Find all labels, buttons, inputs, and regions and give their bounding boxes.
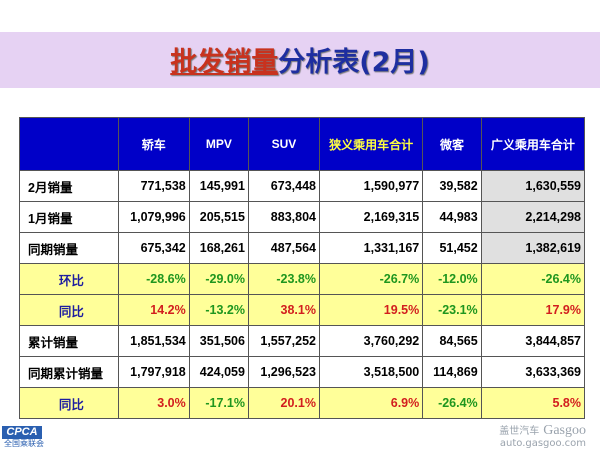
table-cell: 19.5% — [318, 294, 424, 326]
table-cell: 17.9% — [480, 294, 586, 326]
table-cell: 771,538 — [117, 170, 190, 202]
title-highlight: 批发销量 — [170, 47, 279, 78]
table-row: 同比 3.0% -17.1% 20.1% 6.9% -26.4% 5.8% — [19, 387, 586, 419]
column-header: 轿车 — [117, 117, 190, 171]
table-cell: -17.1% — [188, 387, 249, 419]
table-cell: 205,515 — [188, 201, 249, 233]
table-row: 1月销量 1,079,996 205,515 883,804 2,169,315 44,9… — [19, 201, 586, 233]
table-cell: -12.0% — [422, 263, 482, 295]
table-cell: 351,506 — [188, 325, 249, 357]
column-header: SUV — [247, 117, 320, 171]
row-label: 1月销量 — [19, 201, 119, 233]
table-cell: 114,869 — [422, 356, 482, 388]
column-header: 广义乘用车合计 — [480, 117, 586, 171]
table-cell: -26.4% — [480, 263, 586, 295]
sales-table: 轿车 MPV SUV 狭义乘用车合计 微客 广义乘用车合计 2月销量 771,538 145,9… — [19, 117, 586, 419]
table-cell: 1,382,619 — [480, 232, 586, 264]
row-label: 累计销量 — [19, 325, 119, 357]
table-cell: 675,342 — [117, 232, 190, 264]
page-title: 批发销量分析表(2月) — [0, 40, 600, 79]
table-cell: 1,296,523 — [247, 356, 320, 388]
table-cell: 1,797,918 — [117, 356, 190, 388]
table-cell: -26.4% — [422, 387, 482, 419]
header-row: 轿车 MPV SUV 狭义乘用车合计 微客 广义乘用车合计 — [19, 117, 586, 171]
row-label: 同比 — [19, 294, 119, 326]
table-cell: 20.1% — [247, 387, 320, 419]
table-row: 同期累计销量 1,797,918 424,059 1,296,523 3,518,500… — [19, 356, 586, 388]
gasgoo-cn: 盖世汽车 — [499, 426, 540, 437]
table-cell: 2,214,298 — [480, 201, 586, 233]
table-cell: 168,261 — [188, 232, 249, 264]
column-header: 狭义乘用车合计 — [318, 117, 424, 171]
table-row: 累计销量 1,851,534 351,506 1,557,252 3,760,292 84… — [19, 325, 586, 357]
table-cell: 145,991 — [188, 170, 249, 202]
gasgoo-watermark: 盖世汽车 Gasgoo — [499, 423, 586, 439]
table-cell: -26.7% — [318, 263, 424, 295]
table-cell: 1,590,977 — [318, 170, 424, 202]
table-cell: 1,079,996 — [117, 201, 190, 233]
table-cell: 1,331,167 — [318, 232, 424, 264]
table-row: 同期销量 675,342 168,261 487,564 1,331,167 51,452… — [19, 232, 586, 264]
table-cell: 1,851,534 — [117, 325, 190, 357]
table-cell: 14.2% — [117, 294, 190, 326]
row-label: 同比 — [19, 387, 119, 419]
title-rest: 分析表(2月) — [278, 47, 430, 78]
table-cell: 3,844,857 — [480, 325, 586, 357]
table-cell: 487,564 — [247, 232, 320, 264]
column-header: MPV — [188, 117, 249, 171]
table-cell: -13.2% — [188, 294, 249, 326]
title-band — [0, 32, 600, 88]
table-cell: 3,518,500 — [318, 356, 424, 388]
table-cell: 6.9% — [318, 387, 424, 419]
table-cell: 883,804 — [247, 201, 320, 233]
table-cell: -23.1% — [422, 294, 482, 326]
table-row: 环比 -28.6% -29.0% -23.8% -26.7% -12.0% -26.4% — [19, 263, 586, 295]
cpca-logo: CPCA — [2, 426, 42, 439]
table-cell: -29.0% — [188, 263, 249, 295]
table-cell: 3,633,369 — [480, 356, 586, 388]
table-row: 同比 14.2% -13.2% 38.1% 19.5% -23.1% 17.9% — [19, 294, 586, 326]
table-cell: 424,059 — [188, 356, 249, 388]
table-cell: 1,557,252 — [247, 325, 320, 357]
table-cell: 2,169,315 — [318, 201, 424, 233]
row-label: 同期销量 — [19, 232, 119, 264]
table-cell: -28.6% — [117, 263, 190, 295]
gasgoo-url: auto.gasgoo.com — [499, 438, 586, 449]
table-cell: 673,448 — [247, 170, 320, 202]
table-cell: -23.8% — [247, 263, 320, 295]
table-cell: 3.0% — [117, 387, 190, 419]
table-cell: 1,630,559 — [480, 170, 586, 202]
table-row: 2月销量 771,538 145,991 673,448 1,590,977 39,582… — [19, 170, 586, 202]
row-label: 同期累计销量 — [19, 356, 119, 388]
table-cell: 38.1% — [247, 294, 320, 326]
table-cell: 3,760,292 — [318, 325, 424, 357]
cpca-logo-sub: 全国乘联会 — [4, 439, 44, 448]
row-label: 2月销量 — [19, 170, 119, 202]
row-label: 环比 — [19, 263, 119, 295]
column-header: 微客 — [422, 117, 482, 171]
table-cell: 39,582 — [422, 170, 482, 202]
table-cell: 5.8% — [480, 387, 586, 419]
column-header — [19, 117, 119, 171]
table-cell: 44,983 — [422, 201, 482, 233]
table-cell: 51,452 — [422, 232, 482, 264]
gasgoo-text: Gasgoo — [543, 423, 586, 438]
table-cell: 84,565 — [422, 325, 482, 357]
